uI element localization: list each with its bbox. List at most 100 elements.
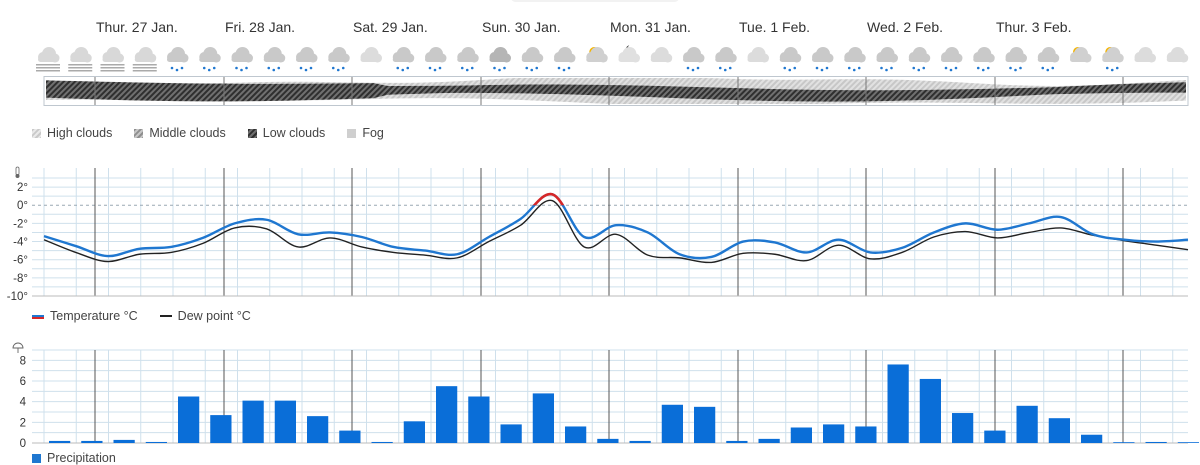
precipitation-bar [307,416,329,443]
precipitation-bar [597,438,619,443]
snow-cloud-icon [876,47,898,72]
weather-icon-row [36,43,1189,72]
snow-cloud-icon [683,47,705,72]
fog-icon [36,47,60,72]
fog-icon [100,47,125,72]
precipitation-bar [178,396,200,443]
day-label: Thur. 3 Feb. [996,19,1072,35]
snow-cloud-icon [715,47,737,72]
temperature-tick-label: -2° [13,218,28,230]
cloud-cover-chart [43,76,1189,106]
precipitation-bar [952,413,974,443]
partly-sunny-icon [586,47,608,63]
snow-cloud-icon [296,47,318,72]
snow-cloud-icon [328,47,350,72]
precipitation-bar [49,440,71,443]
cloud-icon [747,47,769,63]
precipitation-bar [984,430,1006,443]
precipitation-bar [1177,442,1199,443]
temperature-label: Temperature °C [50,309,138,323]
precipitation-bar [887,364,909,443]
fog-icon [132,47,157,72]
precipitation-bar [1113,442,1135,443]
cloud-icon [1166,47,1189,63]
precipitation-bar [1016,405,1038,443]
cloud-icon [1134,47,1156,63]
precipitation-bar [726,440,748,443]
cloud-icon [650,47,673,63]
day-label: Sat. 29 Jan. [353,19,428,35]
day-label: Wed. 2 Feb. [867,19,944,35]
high-clouds-label: High clouds [47,126,113,140]
umbrella-icon [12,342,24,353]
precipitation-bar [403,421,425,443]
low-clouds-label: Low clouds [262,126,326,140]
snow-cloud-icon [167,47,189,72]
middle-clouds-swatch [134,128,144,138]
cloud-legend: High clouds Middle clouds Low clouds Fog [32,126,384,140]
precipitation-bar [661,404,683,443]
precipitation-tick-label: 0 [20,438,26,450]
fog-icon [68,47,93,72]
precipitation-bar [1081,434,1103,443]
precipitation-chart: 8 6 4 2 0 [12,342,1199,450]
middle-clouds-label: Middle clouds [149,126,226,140]
temperature-chart: 2° 0° -2° -4° -6° -8° -10° [7,166,1189,303]
precipitation-tick-label: 2 [20,417,26,429]
precipitation-bar [855,426,877,443]
precipitation-bar [81,440,103,443]
partly-sunny-icon [1102,47,1124,72]
precipitation-bar [1145,441,1167,443]
temperature-tick-label: -8° [13,273,28,285]
precipitation-bar [210,415,232,443]
temperature-tick-label: 0° [17,200,28,212]
precipitation-bar [694,406,716,443]
day-label: Sun. 30 Jan. [482,19,561,35]
temperature-tick-label: -4° [13,237,28,249]
dew-point-swatch [159,315,172,317]
day-label: Tue. 1 Feb. [739,19,811,35]
precipitation-bar [468,396,490,443]
moon-cloud-icon [618,43,640,63]
dew-point-line [43,199,1189,264]
high-clouds-swatch [32,128,41,138]
snow-cloud-icon [1037,47,1060,72]
snow-cloud-icon [457,47,479,72]
low-clouds-swatch [247,128,257,138]
snow-cloud-icon [973,47,995,72]
snow-rain-cloud-icon [489,47,511,72]
fog-swatch [347,128,357,138]
precipitation-bar [823,424,845,443]
snow-cloud-icon [231,47,253,72]
precipitation-swatch [32,453,41,463]
snow-cloud-icon [392,47,415,72]
precipitation-bar [113,439,135,443]
day-label: Thur. 27 Jan. [96,19,178,35]
snow-cloud-icon [941,47,963,72]
snow-cloud-icon [1005,47,1027,72]
temperature-line [43,193,1189,260]
precipitation-bar [436,386,458,443]
cloud-icon [360,47,382,63]
precipitation-legend: Precipitation [32,451,116,465]
precipitation-bar [532,393,554,443]
precipitation-bar [629,440,651,443]
temperature-tick-label: 2° [17,182,28,194]
precipitation-bar [1048,418,1070,443]
precipitation-label: Precipitation [47,451,116,465]
snow-cloud-icon [844,47,866,72]
snow-cloud-icon [263,47,286,72]
snow-cloud-icon [521,47,544,72]
day-label: Fri. 28 Jan. [225,19,296,35]
snow-cloud-icon [908,47,931,72]
snow-cloud-icon [199,47,221,72]
dew-point-label: Dew point °C [177,309,251,323]
precipitation-bar [339,430,361,443]
precipitation-bar [371,441,393,443]
fog-label: Fog [362,126,384,140]
snow-cloud-icon [425,47,447,72]
precipitation-bar [565,426,587,443]
top-tab-stub [510,0,680,2]
precipitation-bar [242,400,264,443]
